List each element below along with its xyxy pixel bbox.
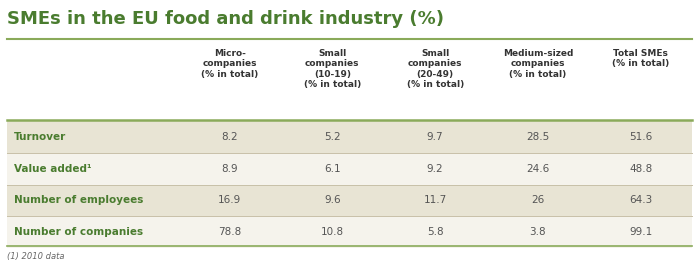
Text: 11.7: 11.7 (424, 195, 447, 205)
Text: Small
companies
(20-49)
(% in total): Small companies (20-49) (% in total) (407, 49, 463, 89)
Text: 6.1: 6.1 (324, 164, 340, 174)
Text: 64.3: 64.3 (629, 195, 652, 205)
Text: Medium-sized
companies
(% in total): Medium-sized companies (% in total) (503, 49, 573, 79)
Text: 9.2: 9.2 (427, 164, 443, 174)
Text: 24.6: 24.6 (526, 164, 549, 174)
FancyBboxPatch shape (7, 184, 692, 216)
Text: 99.1: 99.1 (629, 227, 652, 237)
Text: Value added¹: Value added¹ (14, 164, 92, 174)
Text: Small
companies
(10-19)
(% in total): Small companies (10-19) (% in total) (304, 49, 361, 89)
FancyBboxPatch shape (7, 216, 692, 248)
Text: 5.8: 5.8 (427, 227, 443, 237)
Text: 16.9: 16.9 (218, 195, 241, 205)
Text: Number of companies: Number of companies (14, 227, 143, 237)
FancyBboxPatch shape (7, 121, 692, 153)
Text: 9.6: 9.6 (324, 195, 340, 205)
Text: 26: 26 (531, 195, 545, 205)
Text: 8.2: 8.2 (222, 132, 238, 142)
Text: 28.5: 28.5 (526, 132, 549, 142)
Text: 9.7: 9.7 (427, 132, 443, 142)
Text: 48.8: 48.8 (629, 164, 652, 174)
Text: 10.8: 10.8 (321, 227, 344, 237)
Text: 3.8: 3.8 (530, 227, 546, 237)
Text: 51.6: 51.6 (629, 132, 652, 142)
Text: 78.8: 78.8 (218, 227, 241, 237)
FancyBboxPatch shape (7, 153, 692, 184)
Text: Total SMEs
(% in total): Total SMEs (% in total) (612, 49, 669, 68)
Text: (1) 2010 data: (1) 2010 data (7, 252, 64, 261)
Text: 5.2: 5.2 (324, 132, 340, 142)
Text: 8.9: 8.9 (222, 164, 238, 174)
Text: SMEs in the EU food and drink industry (%): SMEs in the EU food and drink industry (… (7, 10, 444, 28)
Text: Micro-
companies
(% in total): Micro- companies (% in total) (201, 49, 258, 79)
Text: Number of employees: Number of employees (14, 195, 143, 205)
Text: Turnover: Turnover (14, 132, 66, 142)
